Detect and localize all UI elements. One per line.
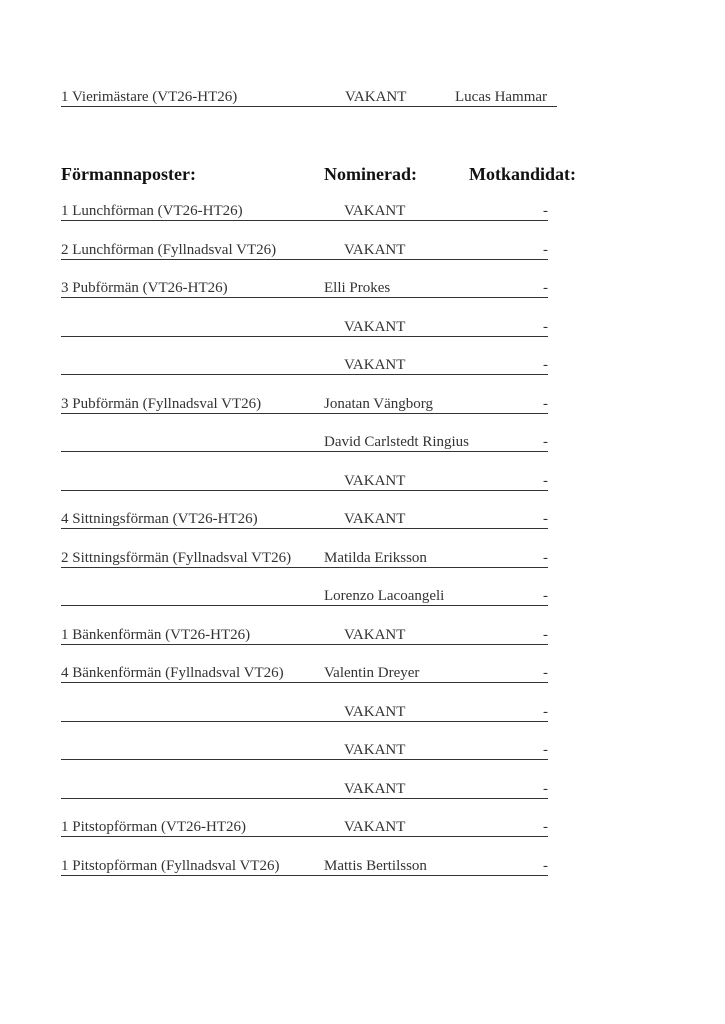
opponent: -	[543, 742, 548, 758]
post-label: 1 Vierimästare (VT26-HT26)	[61, 89, 238, 105]
table-row: VAKANT -	[61, 739, 548, 760]
table-row: 1 Bänkenförmän (VT26-HT26) VAKANT -	[61, 624, 548, 645]
post-label: 1 Bänkenförmän (VT26-HT26)	[61, 626, 251, 643]
header-opponent: Motkandidat:	[469, 164, 577, 184]
table-row: 3 Pubförmän (Fyllnadsval VT26) Jonatan Vä…	[61, 393, 548, 414]
opponent: -	[543, 395, 548, 412]
header-nominee: Nominerad:	[324, 164, 417, 184]
nominee: VAKANT	[344, 318, 406, 335]
nominee: VAKANT	[344, 472, 406, 489]
table-row: 2 Sittningsförmän (Fyllnadsval VT26) Mati…	[61, 547, 548, 568]
nominee: Elli Prokes	[324, 280, 391, 296]
nominee: VAKANT	[344, 703, 406, 720]
post-label: 1 Lunchförman (VT26-HT26)	[61, 203, 243, 219]
nominee: VAKANT	[344, 626, 406, 643]
post-label: 4 Bänkenförmän (Fyllnadsval VT26)	[61, 665, 284, 681]
post-label: 2 Lunchförman (Fyllnadsval VT26)	[61, 241, 277, 258]
opponent: -	[543, 357, 548, 373]
opponent: -	[543, 780, 548, 797]
nominee: VAKANT	[344, 241, 406, 258]
nominee: Matilda Eriksson	[324, 549, 427, 566]
nominee: David Carlstedt Ringius	[324, 434, 469, 450]
table-row: Lorenzo Lacoangeli -	[61, 585, 548, 606]
nominee: Jonatan Vängborg	[324, 395, 434, 412]
nominee: VAKANT	[344, 511, 406, 527]
opponent: -	[543, 203, 548, 219]
post-label: 1 Pitstopförman (VT26-HT26)	[61, 819, 246, 835]
table-row: VAKANT -	[61, 470, 548, 491]
table-row: 4 Sittningsförman (VT26-HT26) VAKANT -	[61, 508, 548, 529]
nominee: VAKANT	[344, 742, 406, 758]
opponent: Lucas Hammar	[455, 89, 548, 105]
opponent: -	[543, 280, 548, 296]
post-label: 2 Sittningsförmän (Fyllnadsval VT26)	[61, 549, 292, 566]
table-row: 4 Bänkenförmän (Fyllnadsval VT26) Valenti…	[61, 662, 548, 683]
opponent: -	[543, 318, 548, 335]
opponent: -	[543, 819, 548, 835]
table-row: VAKANT -	[61, 778, 548, 799]
table-row: David Carlstedt Ringius -	[61, 431, 548, 452]
post-label: 1 Pitstopförman (Fyllnadsval VT26)	[61, 857, 280, 874]
opponent: -	[543, 703, 548, 720]
opponent: -	[543, 511, 548, 527]
nominee: Valentin Dreyer	[324, 665, 420, 681]
post-label: 3 Pubförmän (VT26-HT26)	[61, 280, 228, 296]
post-label: 4 Sittningsförman (VT26-HT26)	[61, 511, 258, 527]
nominee: Lorenzo Lacoangeli	[324, 588, 445, 604]
nominee: VAKANT	[344, 780, 406, 797]
nominee: VAKANT	[345, 89, 407, 105]
table-row: 2 Lunchförman (Fyllnadsval VT26) VAKANT -	[61, 239, 548, 260]
nominee: VAKANT	[344, 203, 406, 219]
table-row: 1 Pitstopförman (Fyllnadsval VT26) Mattis…	[61, 855, 548, 876]
opponent: -	[543, 472, 548, 489]
opponent: -	[543, 626, 548, 643]
opponent: -	[543, 588, 548, 604]
nominee: VAKANT	[344, 357, 406, 373]
opponent: -	[543, 434, 548, 450]
table-row: 3 Pubförmän (VT26-HT26) Elli Prokes -	[61, 277, 548, 298]
table-row: VAKANT -	[61, 316, 548, 337]
table-row: VAKANT -	[61, 701, 548, 722]
nominee: VAKANT	[344, 819, 406, 835]
opponent: -	[543, 857, 548, 874]
table-row: 1 Pitstopförman (VT26-HT26) VAKANT -	[61, 816, 548, 837]
opponent: -	[543, 549, 548, 566]
opponent: -	[543, 241, 548, 258]
table-row: VAKANT -	[61, 354, 548, 375]
post-label: 3 Pubförmän (Fyllnadsval VT26)	[61, 395, 262, 412]
opponent: -	[543, 665, 548, 681]
header-post: Förmannaposter:	[61, 164, 196, 184]
vierimastare-row: 1 Vierimästare (VT26-HT26) VAKANT Lucas …	[61, 86, 557, 107]
table-row: 1 Lunchförman (VT26-HT26) VAKANT -	[61, 200, 548, 221]
nominee: Mattis Bertilsson	[324, 857, 427, 874]
